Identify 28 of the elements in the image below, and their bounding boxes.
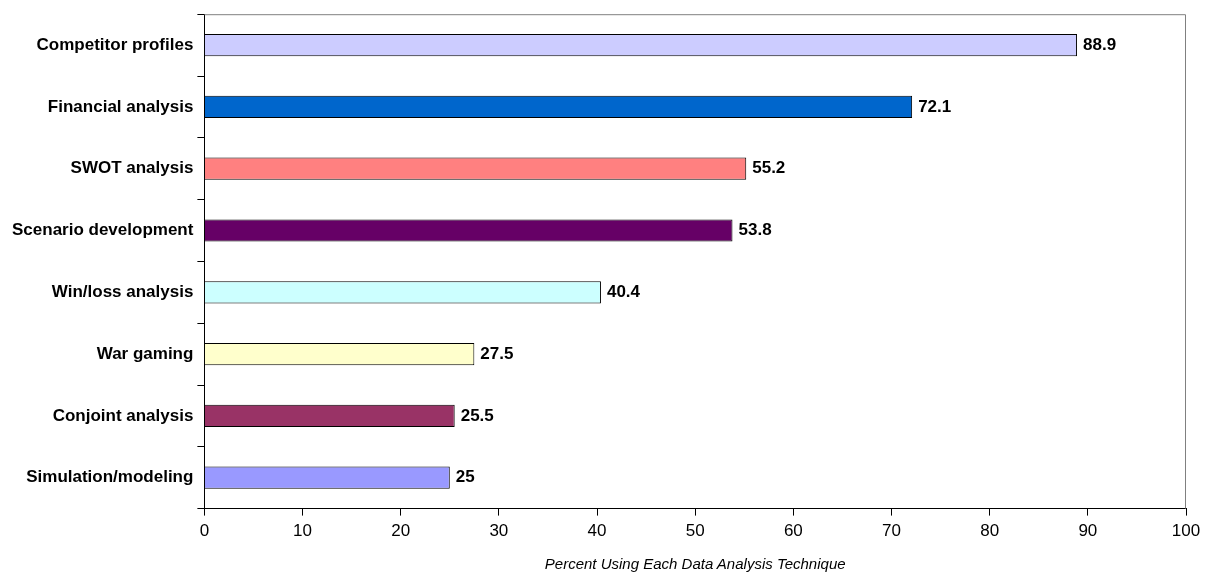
y-tick-label: SWOT analysis (70, 158, 194, 178)
x-tick-label: 30 (489, 521, 509, 541)
x-tick-label: 100 (1171, 521, 1201, 541)
data-label: 53.8 (738, 220, 772, 240)
x-tick-label: 80 (980, 521, 1000, 541)
y-tick-label: Win/loss analysis (51, 281, 194, 301)
data-label: 25.5 (460, 405, 494, 425)
x-tick-label: 60 (783, 521, 803, 541)
data-label: 25 (455, 467, 475, 487)
x-tick-label: 70 (882, 521, 901, 541)
x-axis-title: Percent Using Each Data Analysis Technique (544, 555, 846, 573)
data-label: 27.5 (480, 343, 514, 363)
data-label: 72.1 (918, 96, 952, 116)
data-label: 55.2 (752, 158, 786, 178)
y-tick-label: Simulation/modeling (26, 467, 194, 487)
x-tick-label: 20 (391, 521, 411, 541)
x-tick-label: 40 (587, 521, 607, 541)
data-label: 88.9 (1083, 34, 1117, 54)
x-tick-label: 10 (293, 521, 313, 541)
y-tick-label: Competitor profiles (36, 34, 194, 54)
x-tick-label: 50 (685, 521, 705, 541)
y-tick-label: Scenario development (12, 220, 194, 240)
y-tick-label: Financial analysis (47, 96, 194, 116)
x-tick-label: 90 (1078, 521, 1098, 541)
y-tick-label: Conjoint analysis (52, 405, 194, 425)
x-tick-label: 0 (199, 521, 210, 541)
data-label: 40.4 (606, 281, 641, 301)
y-tick-label: War gaming (96, 343, 194, 363)
